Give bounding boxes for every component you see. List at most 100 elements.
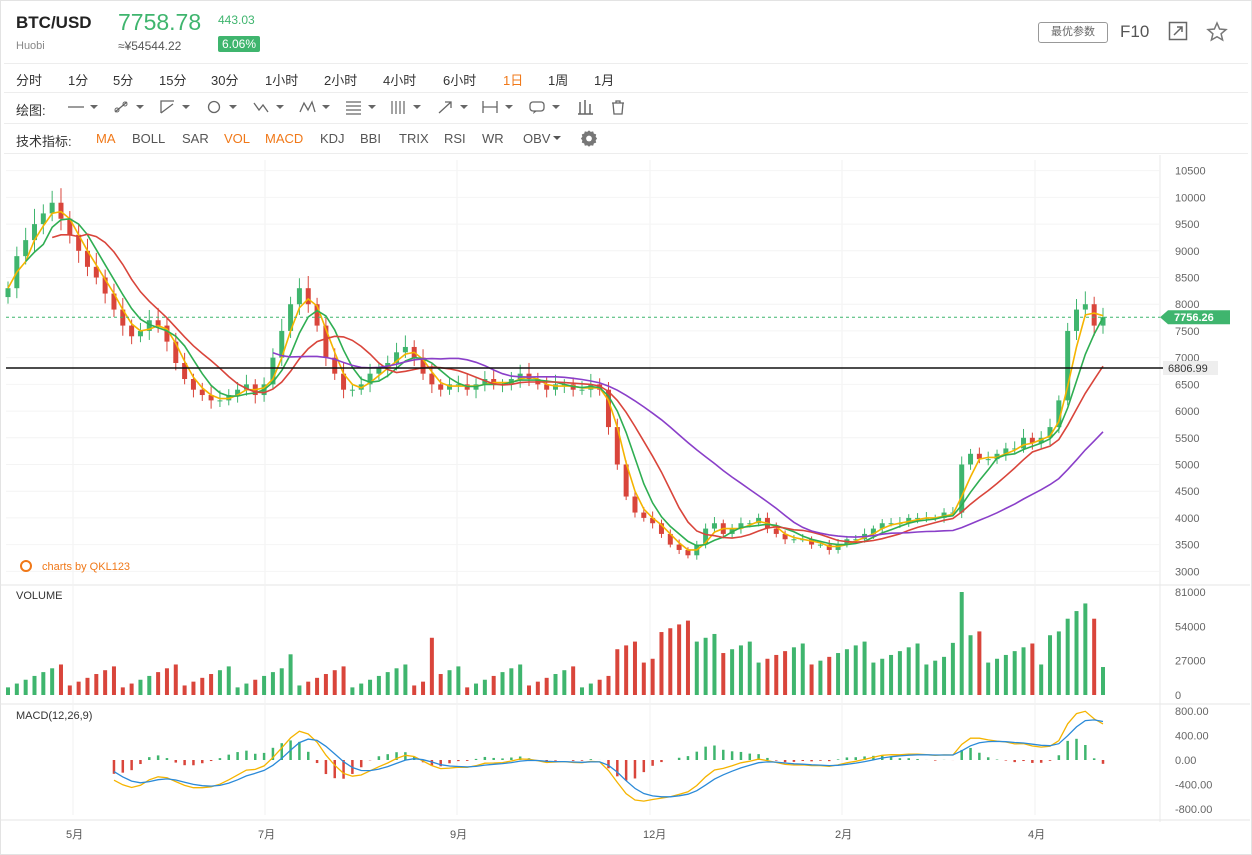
volume-bar [995,658,1000,695]
tab-timeframe[interactable]: 5分 [113,73,134,88]
tab-timeframe[interactable]: 1月 [594,73,615,88]
volume-bar [182,685,187,695]
tab-timeframe[interactable]: 1周 [548,73,569,88]
volume-tick-label: 27000 [1175,656,1206,668]
indicator-obv[interactable]: OBV [523,131,551,146]
candle-body [747,523,753,525]
candle-body [915,517,921,519]
x-tick-label: 5月 [66,829,83,841]
indicator-ma[interactable]: MA [96,131,116,146]
x-tick-label: 7月 [258,829,275,841]
volume-bar [129,683,134,695]
volume-bar [889,654,894,695]
gann-tool-icon[interactable] [389,98,425,116]
volume-bar [509,668,514,695]
fib-tool-icon[interactable] [344,98,380,116]
y-tick-label: 6000 [1175,406,1199,418]
y-tick-label: 9000 [1175,246,1199,258]
trash-icon[interactable] [608,98,628,116]
price-change: 443.03 [218,13,255,27]
tab-timeframe[interactable]: 15分 [159,73,187,88]
chevron-down-icon[interactable] [552,133,562,151]
measure-tool-icon[interactable] [481,98,517,116]
volume-bar [915,643,920,695]
indicator-vol[interactable]: VOL [224,131,251,146]
volume-bar [712,633,717,695]
histogram-tool-icon[interactable] [576,98,596,116]
candle-body [67,218,73,235]
y-tick-label: 8000 [1175,299,1199,311]
candle-body [1047,427,1053,438]
volume-bar [950,642,955,695]
volume-bar [959,592,964,695]
tab-timeframe[interactable]: 4小时 [383,73,417,88]
volume-bar [23,679,28,695]
volume-bar [677,624,682,695]
candle-body [455,384,461,386]
indicator-kdj[interactable]: KDJ [320,131,345,146]
volume-bar [1056,631,1061,695]
tab-timeframe-active[interactable]: 1日 [503,73,524,88]
wave-tool-icon[interactable] [252,98,288,116]
indicator-trix[interactable]: TRIX [399,131,429,146]
indicator-boll[interactable]: BOLL [132,131,166,146]
y-tick-label: 7500 [1175,326,1199,338]
volume-bar [924,664,929,695]
volume-bar [226,666,231,695]
indicator-wr[interactable]: WR [482,131,504,146]
tab-timeframe[interactable]: 1分 [68,73,89,88]
volume-bar [465,687,470,695]
tab-timeframe[interactable]: 分时 [16,73,43,88]
circle-tool-icon[interactable] [205,98,241,116]
candle-body [102,277,108,294]
volume-bar [765,658,770,695]
candle-body [243,384,249,390]
candle-body [137,330,143,337]
candle-body [632,496,638,513]
volume-bar [429,637,434,695]
star-icon[interactable] [1206,21,1228,43]
indicator-rsi[interactable]: RSI [444,131,466,146]
optimal-params-button[interactable]: 最优参数 [1038,22,1108,43]
candle-body [279,330,285,358]
volume-bar [421,681,426,695]
candle-body [703,528,709,545]
indicator-bbi[interactable]: BBI [360,131,381,146]
ray-tool-icon[interactable] [112,98,148,116]
y-tick-label: 4000 [1175,513,1199,525]
channel-tool-icon[interactable] [158,98,194,116]
price-cny: ≈¥54544.22 [118,39,182,53]
volume-bar [270,672,275,695]
price-chart[interactable]: 5月 7月 9月 12月 2月 4月105001000095009000850080007… [0,155,1252,845]
arrow-tool-icon[interactable] [436,98,472,116]
indicator-sar[interactable]: SAR [182,131,209,146]
macd-tick-label: -800.00 [1175,804,1212,816]
f10-button[interactable]: F10 [1120,22,1150,41]
volume-bar [156,672,161,695]
pattern-tool-icon[interactable] [298,98,334,116]
candle-body [190,379,196,390]
tab-timeframe[interactable]: 30分 [211,73,239,88]
line-tool-icon[interactable] [66,98,102,116]
tab-timeframe[interactable]: 2小时 [324,73,358,88]
fullscreen-icon[interactable] [1168,21,1188,41]
volume-bar [120,687,125,695]
tab-timeframe[interactable]: 6小时 [443,73,477,88]
exchange-name: Huobi [16,40,45,52]
volume-bar [6,687,10,695]
volume-bar [438,674,443,695]
volume-bar [1065,618,1070,695]
volume-bar [491,675,496,695]
text-tool-icon[interactable] [528,98,564,116]
indicator-macd[interactable]: MACD [265,131,304,146]
settings-gear-icon[interactable] [579,129,599,147]
qkl-logo-icon [20,560,32,572]
volume-bar [297,685,302,695]
candle-body [226,395,232,401]
volume-bar [977,631,982,695]
tab-timeframe[interactable]: 1小时 [265,73,299,88]
candle-body [349,389,355,391]
volume-bar [588,683,593,695]
candle-body [208,395,214,401]
volume-bar [659,632,664,695]
